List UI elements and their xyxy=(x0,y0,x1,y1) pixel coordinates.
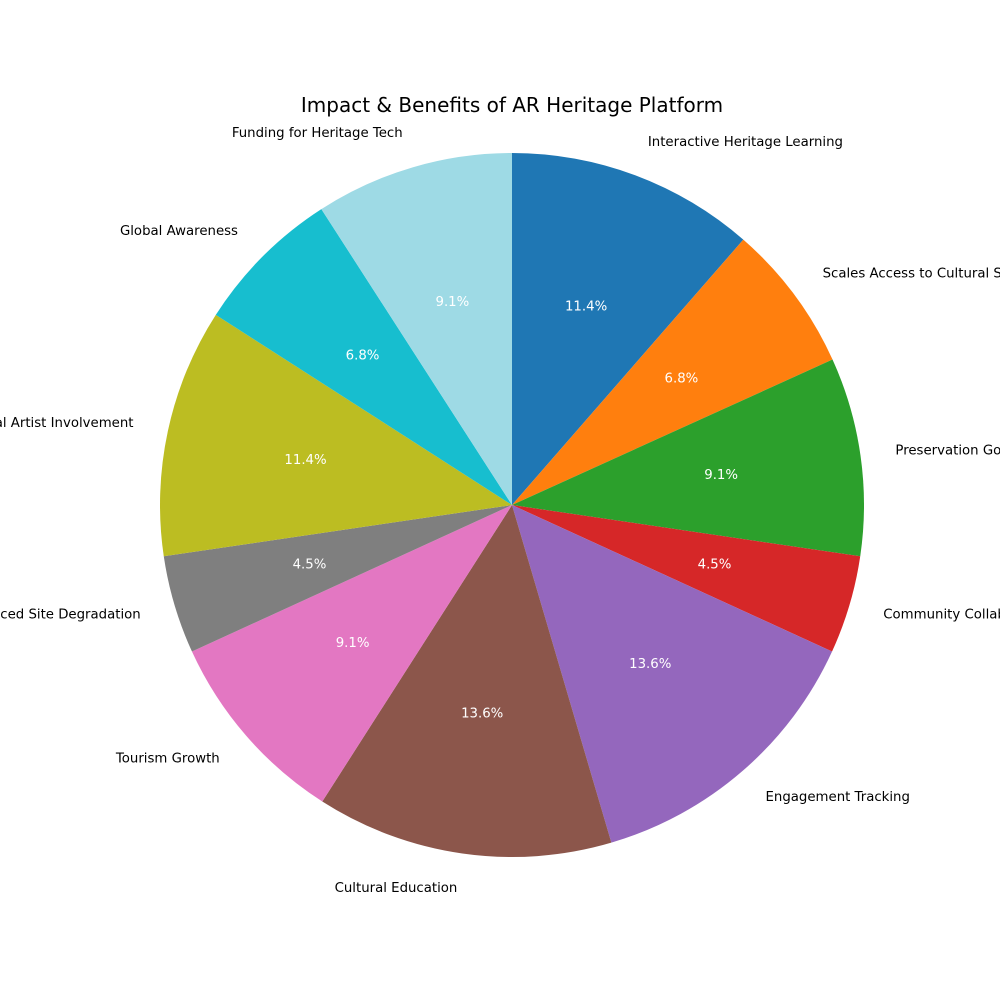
slice-percent-label: 11.4% xyxy=(284,453,326,468)
slice-category-label: Reduced Site Degradation xyxy=(0,607,141,622)
slice-percent-label: 6.8% xyxy=(665,371,699,386)
chart-title: Impact & Benefits of AR Heritage Platfor… xyxy=(301,93,723,117)
slice-percent-label: 11.4% xyxy=(565,300,607,315)
slice-percent-label: 6.8% xyxy=(346,348,380,363)
slice-category-label: Preservation Goals xyxy=(895,443,1000,458)
slice-category-label: Engagement Tracking xyxy=(766,790,910,805)
slice-percent-label: 9.1% xyxy=(435,295,469,310)
slice-category-label: Community Collaboration xyxy=(883,607,1000,622)
pie-slices xyxy=(160,153,864,857)
slice-percent-label: 13.6% xyxy=(461,707,503,722)
slice-category-label: Interactive Heritage Learning xyxy=(648,135,843,150)
slice-category-label: Tourism Growth xyxy=(115,751,220,766)
slice-category-label: Funding for Heritage Tech xyxy=(232,126,403,141)
slice-percent-label: 13.6% xyxy=(629,657,671,672)
slice-percent-label: 9.1% xyxy=(704,468,738,483)
slice-percent-label: 4.5% xyxy=(698,557,732,572)
slice-category-label: Global Awareness xyxy=(120,224,238,239)
slice-percent-label: 9.1% xyxy=(336,636,370,651)
slice-category-label: Scales Access to Cultural Sites xyxy=(823,266,1000,281)
slice-category-label: Local Artist Involvement xyxy=(0,416,133,431)
slice-category-label: Cultural Education xyxy=(335,881,458,896)
slice-percent-label: 4.5% xyxy=(293,557,327,572)
